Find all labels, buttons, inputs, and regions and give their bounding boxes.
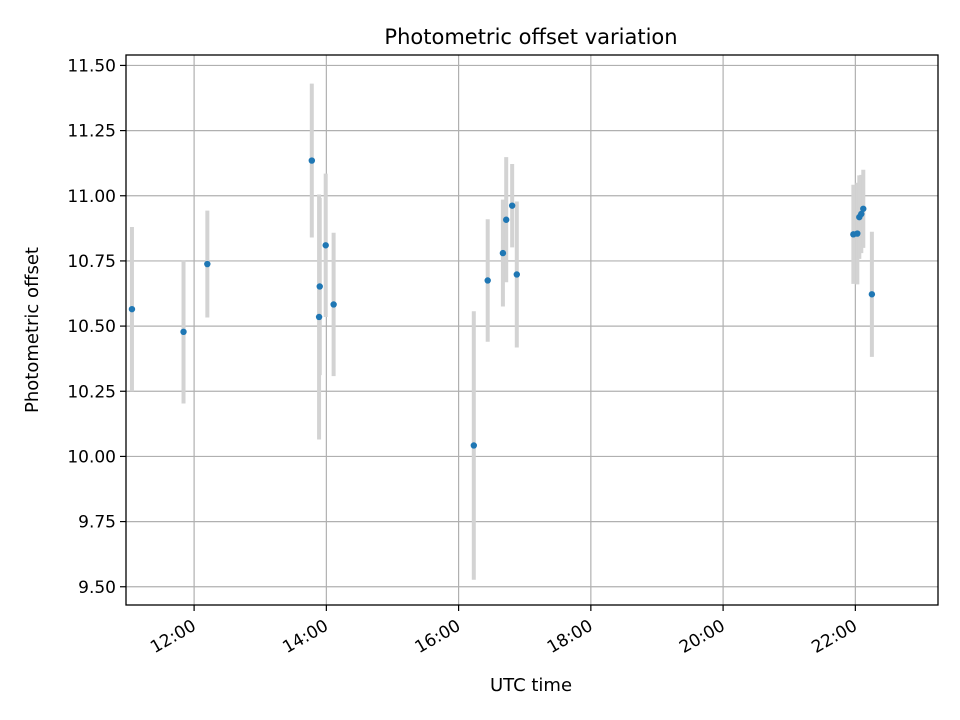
y-tick-label: 9.50 <box>78 578 116 598</box>
y-tick-label: 9.75 <box>78 513 116 533</box>
data-points <box>128 157 876 449</box>
data-point <box>854 230 861 237</box>
x-axis-label: UTC time <box>490 675 572 696</box>
data-point <box>204 260 211 268</box>
chart-title: Photometric offset variation <box>384 25 677 49</box>
y-tick-label: 10.75 <box>67 252 116 272</box>
data-point <box>330 301 337 308</box>
data-point <box>513 271 520 278</box>
data-point <box>315 313 323 321</box>
y-tick-label: 10.00 <box>67 447 116 467</box>
y-axis-label: Photometric offset <box>22 247 43 413</box>
data-point <box>128 305 136 313</box>
plot-frame <box>125 54 939 606</box>
y-tick-label: 10.50 <box>67 317 116 337</box>
data-point <box>499 249 507 257</box>
data-point <box>470 442 478 449</box>
data-point <box>858 210 865 218</box>
data-point <box>508 202 516 209</box>
y-tick-label: 11.25 <box>67 122 116 142</box>
data-point <box>503 216 510 223</box>
data-point <box>316 283 323 290</box>
data-point <box>322 242 329 249</box>
y-tick-label: 10.25 <box>67 382 116 402</box>
grid <box>126 55 938 605</box>
data-point <box>868 291 876 298</box>
data-point <box>308 157 316 164</box>
y-tick-label: 11.00 <box>67 187 116 207</box>
y-axis-ticks: 9.50 9.75 10.00 10.25 10.50 10.75 11.00 11.25 11… <box>67 56 126 598</box>
data-point <box>180 328 187 336</box>
y-tick-label: 11.50 <box>67 56 116 76</box>
data-point <box>484 277 491 284</box>
data-point <box>860 205 867 212</box>
